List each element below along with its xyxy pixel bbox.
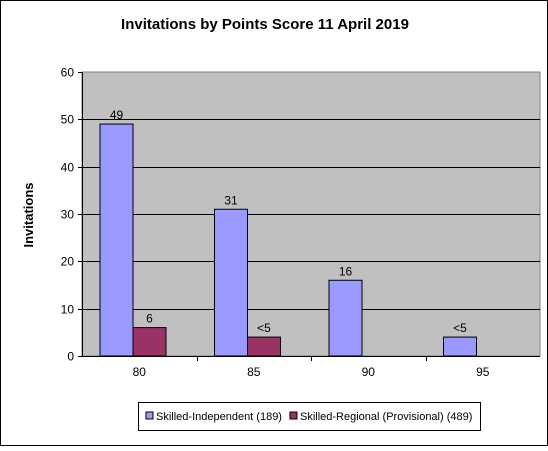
bar bbox=[247, 336, 281, 357]
axes: 0 10 20 30 40 50 60 80 85 90 95 bbox=[61, 66, 540, 379]
bars bbox=[99, 123, 477, 357]
y-axis-label: Invitations bbox=[21, 182, 36, 247]
bar bbox=[132, 327, 167, 357]
data-label: 31 bbox=[224, 193, 238, 207]
legend-label: Skilled-Independent (189) bbox=[156, 411, 282, 423]
bar bbox=[443, 336, 477, 357]
y-tick-label: 60 bbox=[61, 66, 75, 80]
legend-swatch bbox=[145, 411, 154, 420]
x-tick-label: 85 bbox=[247, 365, 261, 379]
legend-box bbox=[138, 402, 481, 431]
x-tick-label: 80 bbox=[133, 365, 147, 379]
legend-swatch bbox=[289, 411, 298, 420]
data-label: 6 bbox=[146, 312, 153, 326]
bar bbox=[328, 279, 363, 357]
y-tick-label: 40 bbox=[61, 161, 75, 175]
legend: Skilled-Independent (189) Skilled-Regiona… bbox=[138, 402, 481, 431]
legend-label: Skilled-Regional (Provisional) (489) bbox=[300, 411, 472, 423]
bar bbox=[214, 208, 248, 357]
x-tick-label: 90 bbox=[362, 365, 376, 379]
y-tick-label: 20 bbox=[61, 255, 75, 269]
y-tick-label: 10 bbox=[61, 303, 75, 317]
chart-title: Invitations by Points Score 11 April 201… bbox=[121, 16, 409, 33]
data-label: <5 bbox=[453, 321, 467, 335]
y-tick-label: 0 bbox=[67, 350, 74, 364]
data-labels: 49 6 31 <5 16 <5 bbox=[110, 108, 467, 335]
data-label: <5 bbox=[257, 321, 271, 335]
y-tick-label: 30 bbox=[61, 208, 75, 222]
y-tick-label: 50 bbox=[61, 113, 75, 127]
data-label: 49 bbox=[110, 108, 124, 122]
bar bbox=[99, 123, 134, 357]
data-label: 16 bbox=[339, 264, 353, 278]
gridlines bbox=[82, 119, 540, 310]
x-tick-label: 95 bbox=[476, 365, 490, 379]
